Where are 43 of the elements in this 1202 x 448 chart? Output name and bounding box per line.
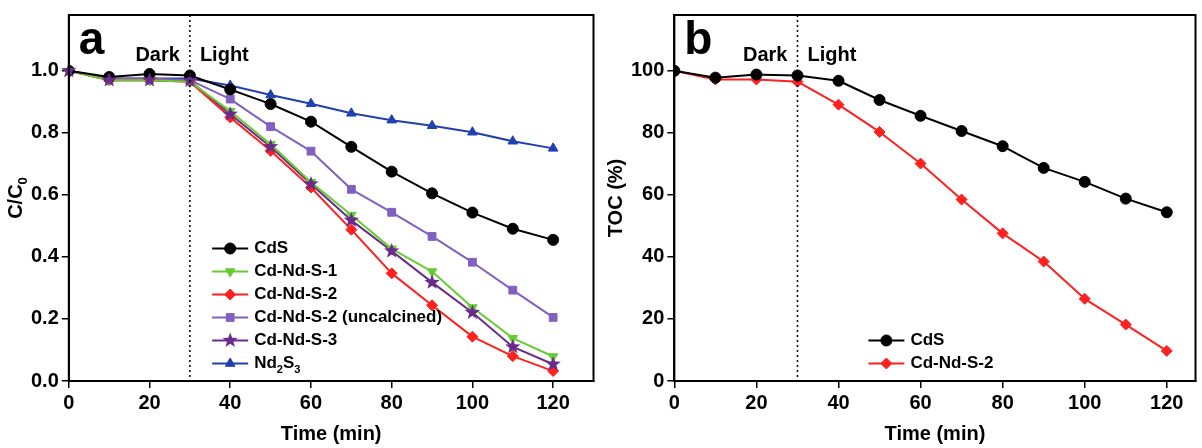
annotation: Light [807,42,857,65]
x-tick-label: 80 [991,390,1014,413]
x-tick-label: 40 [219,390,242,413]
y-tick-label: 0.6 [30,182,59,205]
x-tick-label: 60 [909,390,932,413]
y-axis-title: TOC (%) [603,158,626,238]
annotation: a [78,11,105,64]
x-tick-label: 20 [745,390,768,413]
y-tick-label: 100 [630,58,665,81]
x-tick-label: 0 [63,390,75,413]
y-axis-title: C/C0 [3,177,30,219]
x-tick-label: 0 [668,390,680,413]
legend-label: Cd-Nd-S-2 (uncalcined) [254,307,443,327]
x-tick-label: 40 [827,390,850,413]
y-tick-label: 0 [653,368,665,391]
x-tick-label: 60 [299,390,323,413]
legend-label: Cd-Nd-S-3 [254,330,338,350]
y-tick-label: 60 [642,182,665,205]
legend-label: Cd-Nd-S-2 [910,353,994,373]
legend-label: CdS [910,330,945,350]
y-tick-label: 0.0 [30,368,59,391]
legend-label: Cd-Nd-S-1 [254,261,338,281]
y-tick-label: 1.0 [30,58,59,81]
legend-label: Cd-Nd-S-2 [254,284,338,304]
y-tick-label: 0.8 [30,120,59,143]
x-tick-label: 20 [138,390,161,413]
annotation: Dark [135,42,181,65]
x-axis-title: Time (min) [280,421,382,444]
x-tick-label: 100 [1068,390,1102,413]
annotation: Dark [743,42,789,65]
x-tick-label: 80 [380,390,403,413]
x-tick-label: 100 [455,390,490,413]
y-tick-label: 40 [642,244,665,267]
annotation: b [684,11,713,64]
y-tick-label: 0.4 [30,244,60,267]
legend-label: CdS [254,238,289,258]
annotation: Light [199,42,250,65]
y-tick-label: 80 [642,120,665,143]
x-tick-label: 120 [1150,390,1184,413]
y-tick-label: 0.2 [30,306,59,329]
y-tick-label: 20 [642,306,665,329]
x-axis-title: Time (min) [884,421,986,444]
x-tick-label: 120 [536,390,570,413]
